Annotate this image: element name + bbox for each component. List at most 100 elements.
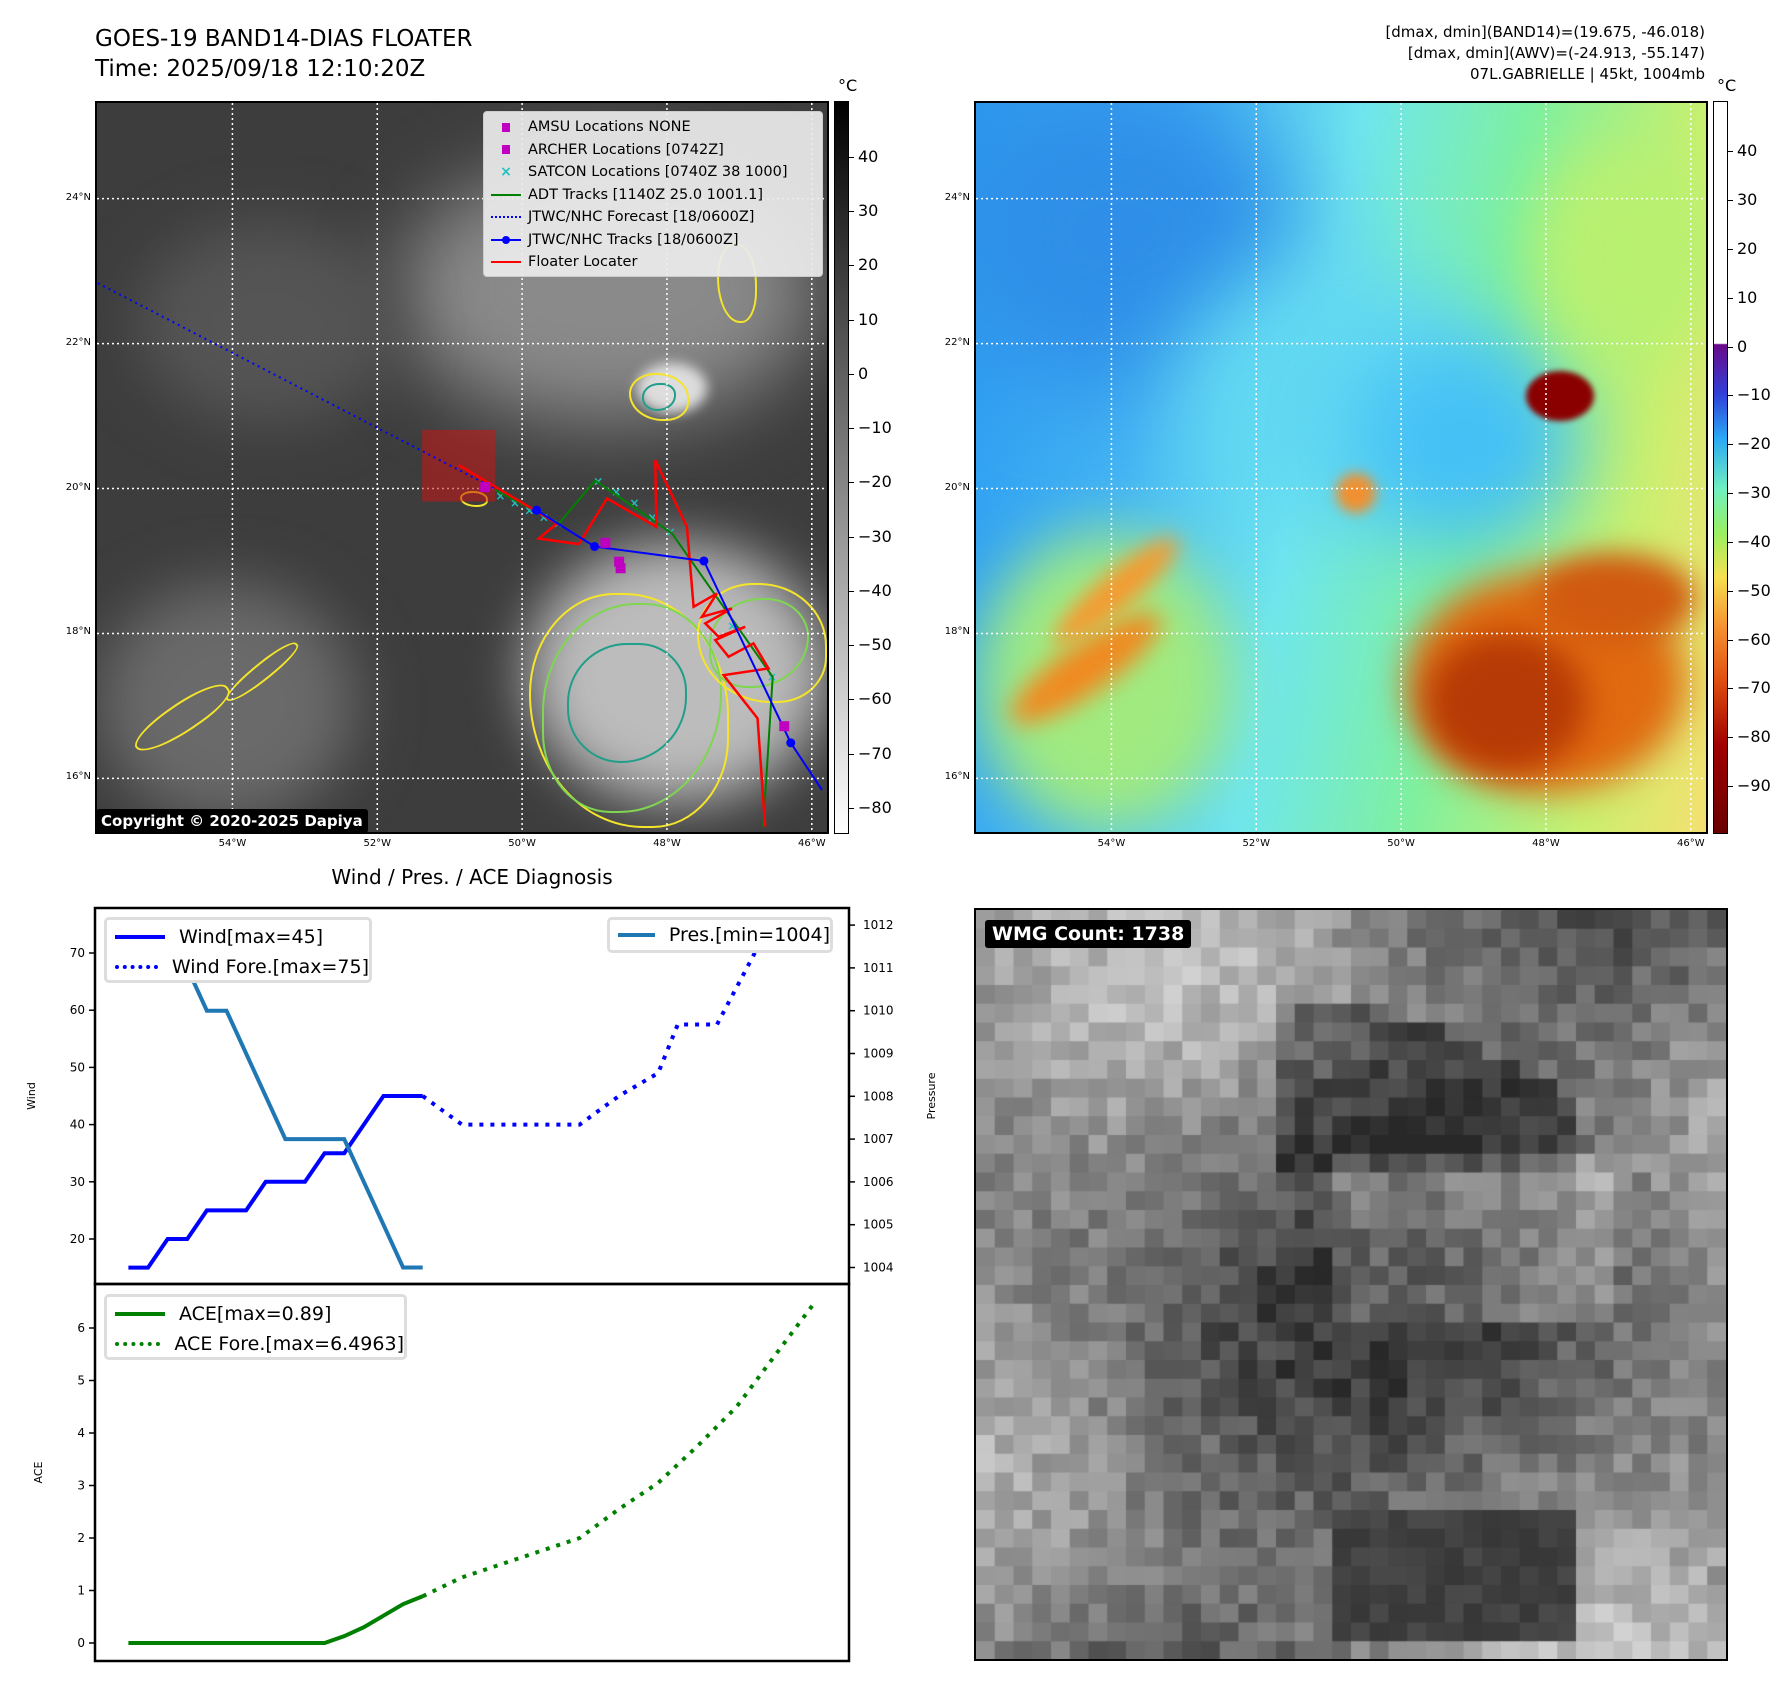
colorbar-bt — [834, 101, 849, 834]
satcon-marker: × — [611, 485, 621, 499]
colorbar-tick-label: −40 — [1737, 531, 1771, 551]
y-tick-label: 5 — [77, 1374, 85, 1388]
colorbar-tick-label: −90 — [1737, 776, 1771, 796]
colorbar-tick-label: −70 — [858, 743, 892, 763]
colorbar-tick — [849, 753, 854, 755]
jtwc-track-line — [536, 509, 823, 791]
lat-tick-label: 24°N — [65, 191, 91, 203]
colorbar-tick — [1728, 346, 1733, 348]
grid-overlay — [976, 103, 1706, 832]
colorbar-tick — [849, 590, 854, 592]
legend-item: ADT Tracks [1140Z 25.0 1001.1] — [484, 184, 822, 207]
wind-series — [128, 1094, 423, 1270]
y-tick-label: 50 — [70, 1060, 85, 1074]
legend-label: ACE[max=0.89] — [179, 1303, 332, 1325]
legend-label: ARCHER Locations [0742Z] — [528, 141, 724, 158]
lat-tick-label: 18°N — [65, 626, 91, 638]
y-tick-label: 1 — [77, 1584, 85, 1598]
legend-symbol-dotted-icon — [484, 216, 528, 219]
chart-title: Wind / Pres. / ACE Diagnosis — [331, 865, 613, 889]
legend-label: JTWC/NHC Forecast [18/0600Z] — [528, 209, 755, 226]
colorbar-unit: °C — [838, 76, 858, 95]
lon-tick-label: 54°W — [218, 838, 247, 849]
legend-item: AMSU Locations NONE — [484, 116, 822, 139]
colorbar-tick — [849, 807, 854, 809]
satcon-marker: × — [524, 503, 534, 517]
satcon-marker: × — [593, 474, 603, 488]
figure-time: Time: 2025/09/18 12:10:20Z — [95, 56, 426, 82]
ace-legend: ACE[max=0.89] ACE Fore.[max=6.4963] — [104, 1294, 407, 1360]
jtwc-track-point — [786, 738, 796, 748]
info-band14: [dmax, dmin](BAND14)=(19.675, -46.018) — [1385, 23, 1705, 41]
cold-cloud — [1426, 633, 1586, 773]
axis-label: Pressure — [925, 1072, 938, 1119]
y-tick-label: 1009 — [863, 1047, 894, 1061]
archer-marker — [614, 556, 625, 567]
colorbar-tick — [849, 428, 854, 430]
satcon-marker: × — [727, 619, 737, 633]
colorbar-tick — [849, 319, 854, 321]
info-awv: [dmax, dmin](AWV)=(-24.913, -55.147) — [1407, 44, 1705, 62]
contour — [629, 373, 689, 421]
y-tick-label: 1005 — [863, 1218, 894, 1232]
lon-tick-label: 48°W — [1532, 838, 1560, 849]
y-tick-label: 30 — [70, 1175, 85, 1189]
lat-tick-label: 22°N — [65, 336, 91, 348]
lower-axes-frame — [93, 1282, 851, 1663]
legend-label: ADT Tracks [1140Z 25.0 1001.1] — [528, 186, 764, 203]
y-tick-label: 0 — [77, 1636, 85, 1650]
satcon-marker: × — [647, 511, 657, 525]
legend-label: ACE Fore.[max=6.4963] — [174, 1333, 404, 1355]
colorbar-tick-label: −60 — [858, 689, 892, 709]
colorbar-tick-label: 20 — [858, 255, 879, 275]
lat-tick-label: 20°N — [65, 481, 91, 493]
cloud-field — [137, 223, 397, 423]
contour — [709, 598, 809, 688]
lon-tick-label: 46°W — [1676, 838, 1705, 849]
info-storm: 07L.GABRIELLE | 45kt, 1004mb — [1470, 65, 1705, 83]
colorbar-tick — [849, 211, 854, 213]
wind-legend: Wind[max=45] Wind Fore.[max=75] — [104, 917, 372, 983]
colorbar-tick-label: 30 — [858, 201, 879, 221]
colorbar-tick-label: 0 — [1737, 336, 1748, 356]
legend-label: SATCON Locations [0740Z 38 1000] — [528, 164, 788, 181]
pressure-legend: Pres.[min=1004] — [607, 917, 833, 953]
colorbar-tick-label: 40 — [1737, 141, 1758, 161]
lat-tick-label: 22°N — [944, 336, 970, 348]
y-tick-label: 6 — [77, 1321, 85, 1335]
contour — [567, 643, 687, 763]
colorbar-tick-label: −10 — [1737, 385, 1771, 405]
archer-marker — [779, 721, 790, 732]
axis-label: ACE — [32, 1461, 45, 1483]
colorbar-tick — [1728, 297, 1733, 299]
archer-marker — [480, 482, 491, 493]
colorbar-tick-label: −80 — [858, 797, 892, 817]
archer-marker — [615, 563, 626, 574]
lon-tick-label: 52°W — [363, 838, 392, 849]
diagnosis-chart: 2030405060701004100510061007100810091010… — [25, 906, 938, 1663]
wind-forecast-series — [421, 923, 817, 1127]
colorbar-tick-label: −10 — [858, 418, 892, 438]
jtwc-forecast-line — [97, 281, 538, 512]
y-tick-label: 2 — [77, 1531, 85, 1545]
wmg-image — [974, 908, 1728, 1661]
satcon-marker: × — [495, 489, 505, 503]
jtwc-track-point — [699, 556, 709, 566]
lat-tick-label: 16°N — [944, 771, 970, 783]
cold-cloud — [1526, 371, 1594, 421]
y-tick-label: 70 — [70, 946, 85, 960]
colorbar-tick — [1728, 590, 1733, 592]
ace-series — [128, 1594, 424, 1645]
ace-forecast-series — [421, 1300, 817, 1599]
ir-map-panel: × × × × × × × × × × × × AMSU Locations NONE ARCHER L… — [95, 101, 829, 834]
contour — [529, 593, 729, 828]
colorbar-tick-label: 40 — [858, 146, 879, 166]
legend-item: JTWC/NHC Tracks [18/0600Z] — [484, 229, 822, 252]
colorbar-tick-label: −40 — [858, 580, 892, 600]
colorbar-tick — [1728, 737, 1733, 739]
colorbar-tick-label: −20 — [858, 472, 892, 492]
floater-locater-line — [458, 459, 771, 827]
lon-tick-label: 54°W — [1097, 838, 1126, 849]
info-block: [dmax, dmin](BAND14)=(19.675, -46.018) [… — [1385, 22, 1705, 85]
satcon-marker: × — [629, 496, 639, 510]
